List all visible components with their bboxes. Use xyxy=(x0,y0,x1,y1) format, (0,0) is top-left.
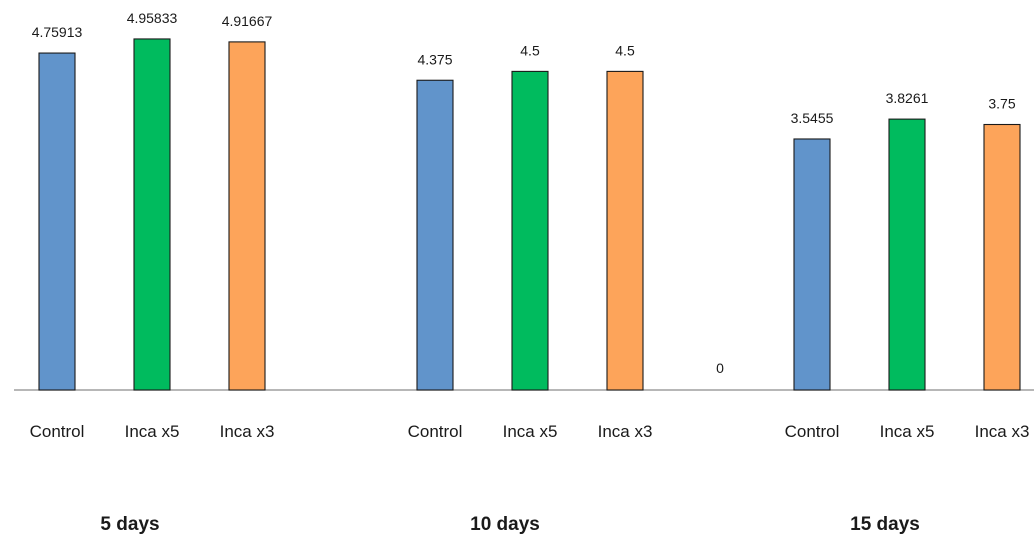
category-label-1-2: Inca x3 xyxy=(598,422,653,441)
bar-2-2 xyxy=(983,123,1021,391)
bar-1-0 xyxy=(416,79,454,391)
value-labels-layer: 4.75913 4.95833 4.91667 4.375 4.5 4.5 0 3.5455 3… xyxy=(32,10,1016,376)
category-label-2-0: Control xyxy=(785,422,840,441)
value-label-2-2: 3.75 xyxy=(988,96,1015,112)
bar-1-2 xyxy=(606,70,644,391)
value-label-2-1: 3.8261 xyxy=(886,90,929,106)
category-label-1-1: Inca x5 xyxy=(503,422,558,441)
category-label-2-2: Inca x3 xyxy=(975,422,1030,441)
value-label-0-2: 4.91667 xyxy=(222,13,273,29)
bar-1-1 xyxy=(511,70,549,391)
value-label-1-0: 4.375 xyxy=(417,51,452,67)
category-label-0-1: Inca x5 xyxy=(125,422,180,441)
category-labels-layer: Control Inca x5 Inca x3 Control Inca x5 Inca … xyxy=(30,422,1030,441)
value-label-2-0: 3.5455 xyxy=(791,110,834,126)
category-label-2-1: Inca x5 xyxy=(880,422,935,441)
group-label-1: 10 days xyxy=(470,514,540,535)
group-labels-layer: 5 days 10 days 15 days xyxy=(100,514,919,535)
category-label-0-0: Control xyxy=(30,422,85,441)
group-label-2: 15 days xyxy=(850,514,920,535)
bars-layer xyxy=(38,38,1021,391)
value-label-1-3: 0 xyxy=(716,360,724,376)
value-label-1-2: 4.5 xyxy=(615,42,635,58)
category-label-1-0: Control xyxy=(408,422,463,441)
bar-0-1 xyxy=(133,38,171,391)
bar-0-2 xyxy=(228,41,266,391)
bar-0-0 xyxy=(38,52,76,391)
value-label-0-0: 4.75913 xyxy=(32,24,83,40)
value-label-0-1: 4.95833 xyxy=(127,10,178,26)
bar-2-1 xyxy=(888,118,926,391)
group-label-0: 5 days xyxy=(100,514,159,535)
category-label-0-2: Inca x3 xyxy=(220,422,275,441)
bar-2-0 xyxy=(793,138,831,391)
value-label-1-1: 4.5 xyxy=(520,42,540,58)
